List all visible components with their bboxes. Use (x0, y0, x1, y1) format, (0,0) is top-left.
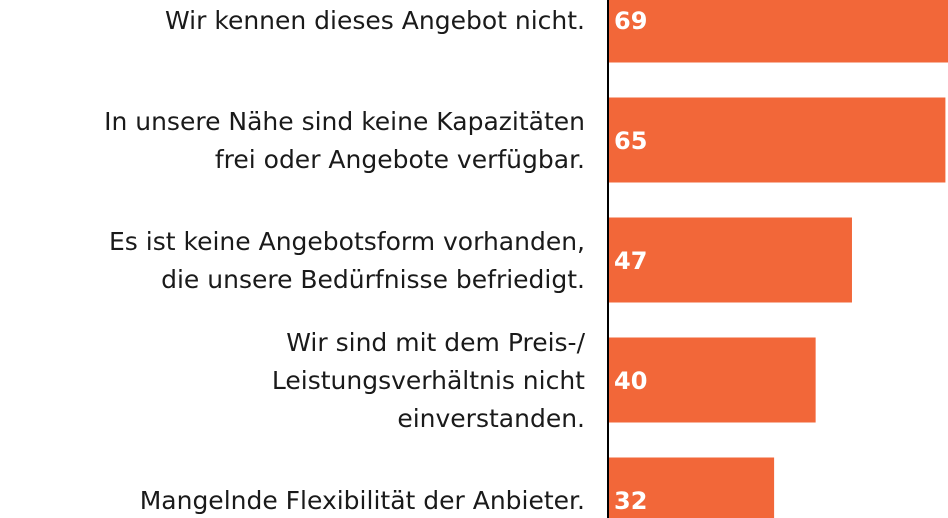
category-label: Wir sind mit dem Preis-/ (286, 328, 585, 357)
category-label: Es ist keine Angebotsform vorhanden, (109, 227, 585, 256)
category-label: Wir kennen dieses Angebot nicht. (165, 6, 585, 35)
category-label: In unsere Nähe sind keine Kapazitäten (104, 107, 585, 136)
bar (608, 337, 816, 423)
category-label: Mangelnde Flexibilität der Anbieter. (140, 486, 585, 515)
category-label: Leistungsverhältnis nicht (272, 366, 585, 395)
value-label: 65 (614, 127, 647, 155)
bar (608, 97, 946, 183)
plot-area: 69 Wir kennen dieses Angebot nicht. 65 In u… (104, 0, 948, 518)
bar (608, 457, 775, 518)
value-label: 40 (614, 367, 647, 395)
value-label: 69 (614, 7, 647, 35)
bar (608, 217, 852, 303)
category-label: frei oder Angebote verfügbar. (215, 145, 585, 174)
category-label: einverstanden. (397, 404, 585, 433)
value-label: 32 (614, 487, 647, 515)
value-label: 47 (614, 247, 647, 275)
bar (608, 0, 948, 63)
category-label: die unsere Bedürfnisse befriedigt. (161, 265, 585, 294)
